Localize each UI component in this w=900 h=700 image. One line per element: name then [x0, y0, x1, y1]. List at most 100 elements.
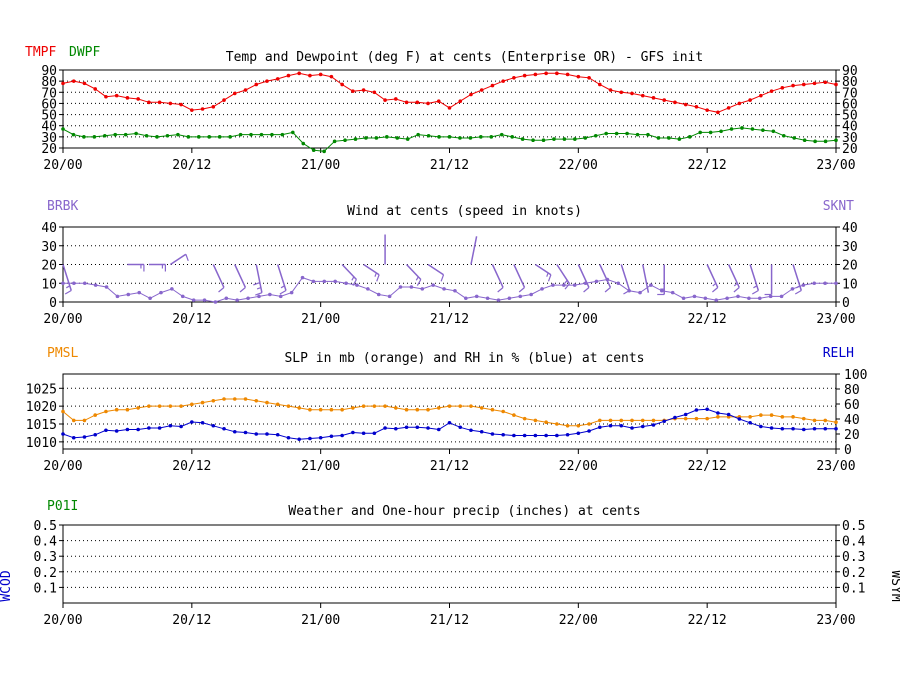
- data-point-dwpf: [426, 133, 431, 138]
- panel-4: Weather and One-hour precip (inches) at …: [0, 499, 900, 628]
- y-tick-label-right: 0.1: [842, 581, 865, 596]
- y-tick-label-right: 0.3: [842, 550, 865, 565]
- data-point-dwpf: [280, 132, 285, 137]
- data-point-dwpf: [416, 132, 420, 137]
- data-point-dwpf: [301, 141, 306, 146]
- data-point-sknt: [551, 283, 555, 287]
- data-point-dwpf: [395, 136, 400, 140]
- data-point-dwpf: [186, 135, 191, 139]
- data-point-dwpf: [719, 129, 723, 134]
- data-point-relh: [565, 432, 570, 437]
- wind-barb-feather: [279, 289, 287, 295]
- data-point-sknt: [474, 294, 479, 299]
- data-point-tmpf: [512, 76, 516, 80]
- data-point-tmpf: [372, 90, 377, 95]
- data-point-tmpf: [576, 74, 581, 79]
- data-point-tmpf: [598, 82, 602, 87]
- y-tick-label: 1020: [26, 400, 57, 415]
- data-point-relh: [190, 420, 194, 424]
- x-tick-label: 22/00: [559, 158, 598, 173]
- data-point-pmsl: [651, 418, 656, 423]
- data-point-pmsl: [190, 402, 194, 407]
- data-point-relh: [415, 425, 420, 430]
- wind-barb-feather: [415, 276, 419, 281]
- data-point-tmpf: [82, 81, 87, 86]
- data-point-sknt: [104, 285, 109, 289]
- data-point-dwpf: [447, 135, 452, 139]
- y-tick-label-right: 40: [842, 221, 858, 236]
- series-label-pmsl: PMSL: [47, 346, 78, 361]
- data-point-sknt: [235, 298, 239, 302]
- wind-barb: [556, 264, 571, 285]
- data-point-relh: [265, 432, 269, 436]
- data-point-sknt: [747, 296, 751, 301]
- data-point-dwpf: [92, 135, 97, 139]
- data-point-relh: [426, 426, 430, 430]
- x-tick-label: 22/12: [688, 459, 727, 474]
- x-tick-label: 22/00: [559, 613, 598, 628]
- y2-tick-label: 20: [844, 428, 860, 443]
- data-point-pmsl: [286, 404, 291, 408]
- data-point-tmpf: [737, 101, 742, 106]
- data-point-tmpf: [232, 91, 237, 96]
- wind-barb-feather: [733, 287, 740, 293]
- data-point-pmsl: [801, 416, 806, 421]
- data-point-pmsl: [254, 398, 259, 403]
- data-point-pmsl: [823, 418, 828, 423]
- data-point-dwpf: [740, 126, 744, 130]
- data-point-relh: [200, 420, 205, 425]
- data-point-tmpf: [587, 76, 591, 80]
- data-point-dwpf: [217, 135, 222, 139]
- data-point-sknt: [638, 290, 642, 295]
- data-point-pmsl: [458, 404, 463, 408]
- data-point-relh: [640, 424, 645, 429]
- data-point-sknt: [616, 281, 621, 286]
- data-point-sknt: [137, 290, 142, 295]
- y-tick-label: 1015: [26, 418, 57, 433]
- data-point-pmsl: [716, 415, 720, 419]
- panel-title: SLP in mb (orange) and RH in % (blue) at…: [284, 351, 644, 366]
- data-point-pmsl: [372, 404, 377, 408]
- data-point-sknt: [191, 298, 196, 302]
- data-point-sknt: [660, 288, 664, 293]
- data-point-sknt: [496, 298, 501, 302]
- data-point-sknt: [202, 298, 207, 302]
- data-point-relh: [147, 426, 151, 430]
- data-point-pmsl: [608, 418, 613, 423]
- data-point-sknt: [649, 283, 653, 287]
- data-point-relh: [651, 423, 656, 427]
- data-point-pmsl: [544, 420, 548, 425]
- data-point-pmsl: [780, 415, 785, 419]
- data-point-tmpf: [93, 87, 98, 91]
- data-point-tmpf: [147, 100, 151, 105]
- y-tick-label: 0.4: [34, 535, 58, 550]
- data-point-dwpf: [71, 132, 76, 137]
- x-tick-label: 20/12: [172, 459, 211, 474]
- plot-frame: [62, 373, 837, 450]
- data-point-pmsl: [683, 416, 688, 421]
- data-point-dwpf: [228, 135, 232, 139]
- data-point-sknt: [126, 292, 131, 297]
- data-point-relh: [490, 432, 495, 436]
- data-point-tmpf: [490, 83, 495, 88]
- data-point-tmpf: [673, 100, 677, 105]
- y-tick-label: 30: [41, 240, 57, 255]
- data-point-sknt: [311, 279, 316, 284]
- data-point-pmsl: [479, 406, 484, 410]
- data-point-dwpf: [322, 149, 326, 154]
- y2-tick-label: 0: [844, 443, 852, 458]
- data-point-tmpf: [640, 93, 645, 98]
- data-point-dwpf: [374, 136, 379, 140]
- data-point-dwpf: [667, 136, 671, 140]
- wind-barb-feather: [733, 282, 738, 287]
- data-point-sknt: [278, 294, 283, 299]
- wind-barb-feather: [66, 285, 71, 289]
- data-point-tmpf: [619, 90, 624, 95]
- wind-barb: [62, 264, 72, 291]
- data-point-dwpf: [165, 133, 170, 138]
- data-point-dwpf: [750, 127, 755, 131]
- data-point-dwpf: [332, 139, 337, 144]
- data-point-tmpf: [533, 72, 538, 77]
- data-point-pmsl: [565, 423, 570, 428]
- data-point-sknt: [398, 285, 403, 289]
